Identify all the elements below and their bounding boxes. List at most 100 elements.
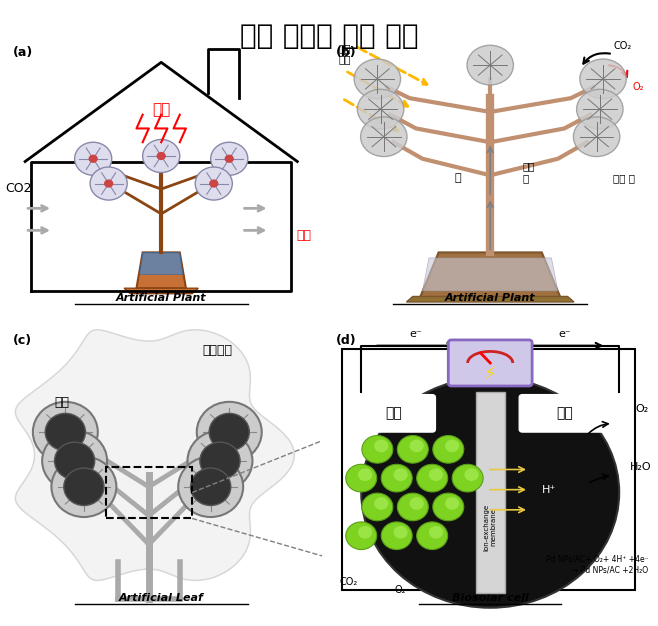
- Text: 양극: 양극: [385, 406, 402, 420]
- Text: e⁻: e⁻: [410, 329, 422, 339]
- Circle shape: [358, 468, 372, 481]
- Circle shape: [209, 413, 249, 451]
- Circle shape: [397, 436, 428, 463]
- FancyBboxPatch shape: [448, 340, 532, 386]
- Text: e⁻: e⁻: [558, 329, 570, 339]
- Circle shape: [433, 436, 464, 463]
- Circle shape: [409, 497, 424, 510]
- Circle shape: [573, 117, 620, 156]
- Text: 전기: 전기: [152, 101, 170, 116]
- FancyBboxPatch shape: [351, 394, 436, 432]
- Text: Artificial Plant: Artificial Plant: [116, 294, 207, 304]
- Circle shape: [429, 468, 443, 481]
- Circle shape: [345, 522, 377, 550]
- Circle shape: [178, 456, 243, 517]
- Circle shape: [429, 526, 443, 538]
- Text: O₂: O₂: [633, 82, 644, 92]
- Polygon shape: [15, 330, 294, 580]
- Circle shape: [157, 152, 166, 160]
- Circle shape: [42, 431, 107, 491]
- Bar: [476, 392, 505, 593]
- Circle shape: [409, 439, 424, 452]
- Polygon shape: [407, 297, 574, 302]
- Circle shape: [467, 45, 513, 85]
- Text: 물: 물: [455, 173, 461, 183]
- Circle shape: [143, 140, 180, 173]
- Text: CO₂: CO₂: [613, 41, 632, 51]
- Text: H₂O: H₂O: [630, 461, 651, 471]
- Text: O₂: O₂: [394, 585, 406, 595]
- Circle shape: [188, 431, 253, 491]
- Circle shape: [417, 464, 447, 492]
- Text: 인공 잎: 인공 잎: [613, 173, 635, 183]
- Text: (c): (c): [13, 334, 32, 347]
- Circle shape: [576, 90, 623, 129]
- Text: Biosolar cell: Biosolar cell: [452, 593, 528, 603]
- Text: 음극: 음극: [556, 406, 572, 420]
- Circle shape: [64, 468, 104, 506]
- Text: 실내
조명: 실내 조명: [339, 43, 351, 64]
- Circle shape: [357, 90, 404, 129]
- Circle shape: [381, 522, 412, 550]
- Circle shape: [417, 522, 447, 550]
- Circle shape: [381, 464, 412, 492]
- Polygon shape: [422, 258, 558, 291]
- Polygon shape: [136, 252, 186, 288]
- Text: (b): (b): [336, 46, 356, 59]
- Circle shape: [197, 402, 262, 462]
- Text: Artificial Plant: Artificial Plant: [445, 294, 536, 304]
- Text: 줄기: 줄기: [55, 396, 70, 409]
- Circle shape: [445, 439, 459, 452]
- Circle shape: [397, 493, 428, 521]
- Circle shape: [580, 59, 626, 99]
- Text: Artificial Leaf: Artificial Leaf: [119, 593, 203, 603]
- Circle shape: [433, 493, 464, 521]
- Circle shape: [393, 468, 408, 481]
- Text: O₂: O₂: [635, 404, 648, 414]
- Text: (d): (d): [336, 334, 356, 347]
- Polygon shape: [139, 252, 183, 274]
- Circle shape: [224, 155, 234, 163]
- Circle shape: [452, 464, 483, 492]
- Circle shape: [361, 377, 619, 608]
- Circle shape: [374, 439, 388, 452]
- Circle shape: [211, 142, 248, 175]
- Text: ⚡: ⚡: [484, 366, 497, 384]
- Circle shape: [104, 180, 113, 188]
- Circle shape: [90, 167, 127, 200]
- Circle shape: [45, 413, 86, 451]
- Circle shape: [33, 402, 98, 462]
- Circle shape: [393, 526, 408, 538]
- Circle shape: [362, 436, 393, 463]
- Text: 직렬연결: 직렬연결: [202, 344, 232, 357]
- Text: Pd NPs/AC+ O₂+ 4H⁺ +4e⁻
→ Pd NPs/AC +2H₂O: Pd NPs/AC+ O₂+ 4H⁺ +4e⁻ → Pd NPs/AC +2H₂…: [545, 555, 648, 574]
- Circle shape: [209, 180, 218, 188]
- Circle shape: [345, 464, 377, 492]
- Circle shape: [191, 468, 231, 506]
- Circle shape: [445, 497, 459, 510]
- Circle shape: [74, 142, 112, 175]
- Bar: [342, 349, 635, 590]
- Circle shape: [374, 497, 388, 510]
- Text: Ion-exchange
membrane: Ion-exchange membrane: [484, 503, 497, 551]
- Circle shape: [195, 167, 232, 200]
- Polygon shape: [124, 288, 198, 294]
- Bar: [105, 466, 192, 518]
- Circle shape: [89, 155, 98, 163]
- Text: 인공 식물의 작동 원리: 인공 식물의 작동 원리: [240, 22, 418, 50]
- Circle shape: [51, 456, 116, 517]
- Circle shape: [361, 117, 407, 156]
- Polygon shape: [419, 252, 561, 299]
- Circle shape: [465, 468, 478, 481]
- FancyBboxPatch shape: [519, 394, 609, 432]
- Text: (a): (a): [13, 46, 33, 59]
- Circle shape: [200, 442, 240, 480]
- Circle shape: [354, 59, 401, 99]
- Circle shape: [55, 442, 95, 480]
- Text: 영양
분: 영양 분: [522, 161, 535, 183]
- Text: H⁺: H⁺: [542, 485, 556, 495]
- Text: 시아노박테리아: 시아노박테리아: [374, 422, 413, 431]
- Text: CO2: CO2: [6, 182, 32, 195]
- Circle shape: [358, 526, 372, 538]
- Text: 산소: 산소: [296, 228, 311, 242]
